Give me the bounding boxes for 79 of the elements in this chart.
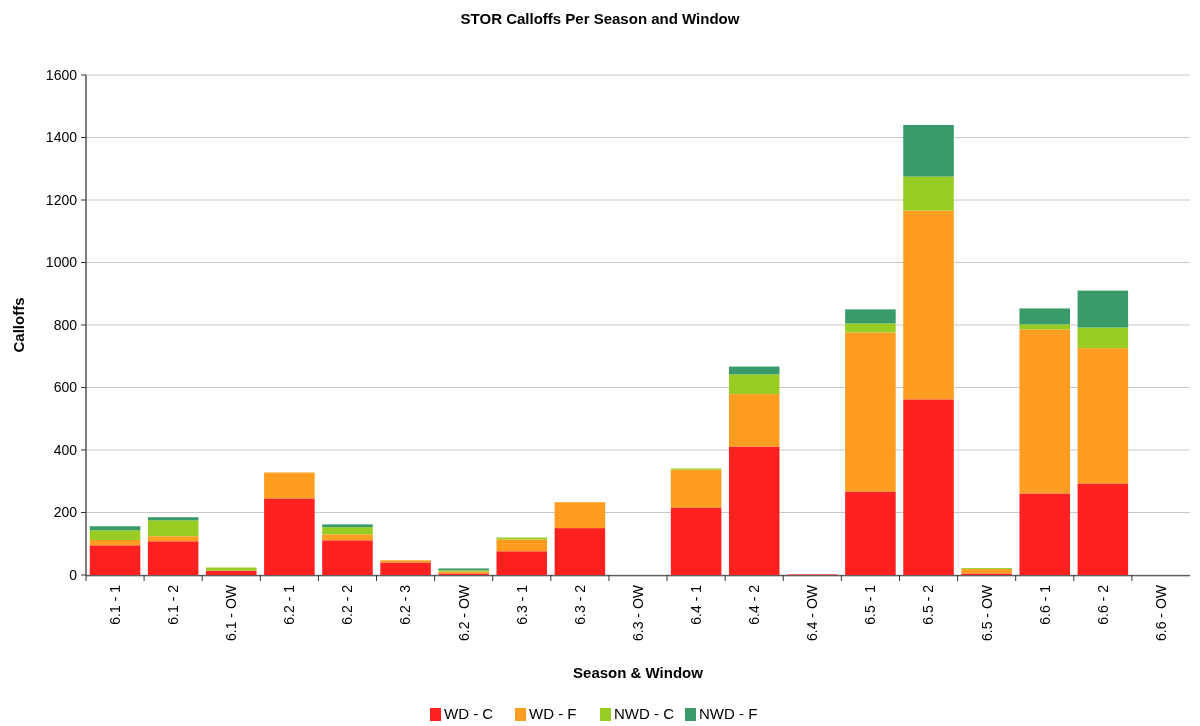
legend-label: WD - C — [444, 705, 494, 723]
x-tick-label: 6.1 - OW — [223, 584, 240, 642]
legend-label: NWD - C — [614, 705, 675, 723]
bar — [264, 472, 315, 499]
bar — [554, 502, 606, 529]
bar — [670, 507, 722, 575]
y-axis-title: Calloffs — [10, 297, 27, 353]
bar — [264, 498, 315, 575]
bar — [554, 528, 606, 575]
y-tick-label: 400 — [53, 441, 78, 458]
y-tick-label: 1000 — [45, 254, 78, 271]
x-tick-label: 6.6 - 2 — [1094, 584, 1111, 625]
x-tick-label: 6.6 - 1 — [1036, 584, 1053, 625]
x-tick-label: 6.3 - 1 — [513, 584, 530, 625]
x-tick-label: 6.4 - 1 — [688, 584, 705, 625]
y-tick-label: 1200 — [45, 191, 78, 208]
x-tick-label: 6.2 - 3 — [397, 584, 414, 625]
x-tick-label: 6.2 - OW — [455, 584, 472, 642]
x-tick-label: 6.3 - OW — [629, 584, 646, 642]
bar — [496, 551, 548, 575]
bar — [89, 526, 141, 531]
y-tick-label: 600 — [53, 379, 78, 396]
x-tick-label: 6.3 - 2 — [571, 584, 588, 625]
bar — [322, 540, 373, 575]
bar — [903, 176, 954, 211]
bar — [728, 374, 780, 395]
bar — [496, 539, 548, 552]
bar — [322, 524, 373, 528]
x-tick-label: 6.4 - 2 — [746, 584, 763, 625]
bar — [903, 399, 954, 575]
x-axis-title: Season & Window — [573, 664, 704, 681]
bar — [1077, 327, 1129, 349]
bar — [961, 569, 1012, 574]
bar — [1077, 348, 1129, 484]
bar — [1019, 324, 1071, 330]
bar — [380, 562, 431, 575]
bar — [845, 309, 896, 324]
bar — [728, 446, 780, 575]
bar — [1019, 493, 1071, 575]
bar — [322, 527, 373, 535]
x-tick-label: 6.6 - OW — [1152, 584, 1169, 642]
bar — [322, 534, 373, 541]
x-tick-label: 6.2 - 2 — [339, 584, 356, 625]
bar — [89, 530, 141, 540]
y-tick-label: 1600 — [45, 66, 78, 83]
x-tick-label: 6.2 - 1 — [281, 584, 298, 625]
bar — [147, 536, 199, 542]
bar — [205, 567, 257, 571]
bar — [903, 125, 954, 177]
y-tick-label: 200 — [53, 504, 78, 521]
bar — [147, 541, 199, 575]
bar — [845, 491, 896, 575]
bar — [89, 545, 141, 575]
x-tick-label: 6.4 - OW — [804, 584, 821, 642]
legend-label: WD - F — [529, 705, 577, 723]
y-tick-label: 800 — [53, 316, 78, 333]
x-tick-label: 6.5 - OW — [978, 584, 995, 642]
bar — [380, 560, 431, 563]
bar — [845, 323, 896, 333]
bar — [205, 570, 257, 575]
chart-title: STOR Calloffs Per Season and Window — [460, 10, 740, 27]
bar — [1019, 308, 1071, 325]
x-tick-label: 6.1 - 1 — [106, 584, 123, 625]
bar — [147, 520, 199, 537]
bar — [728, 394, 780, 447]
bar — [1019, 329, 1071, 494]
bar — [845, 332, 896, 492]
bar — [903, 210, 954, 400]
y-tick-label: 1400 — [45, 129, 78, 146]
y-tick-label: 0 — [69, 566, 78, 583]
bar — [1077, 483, 1129, 575]
bar — [89, 540, 141, 546]
bar — [1077, 290, 1129, 328]
legend-label: NWD - F — [699, 705, 758, 723]
bar — [147, 517, 199, 521]
bar — [670, 469, 722, 508]
x-tick-label: 6.5 - 1 — [862, 584, 879, 625]
x-tick-label: 6.5 - 2 — [920, 584, 937, 625]
x-tick-label: 6.1 - 2 — [165, 584, 182, 625]
